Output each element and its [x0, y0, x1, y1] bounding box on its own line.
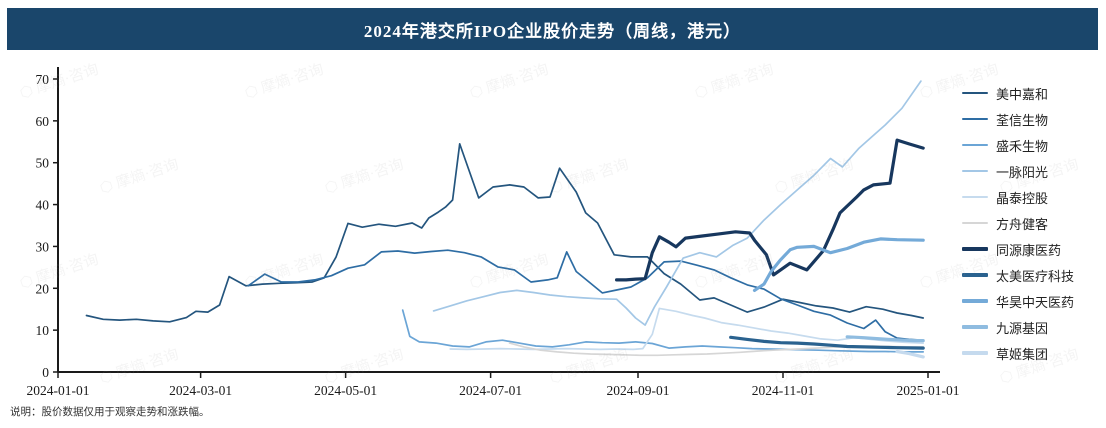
- legend-swatch-icon: [962, 117, 988, 121]
- y-tick-label: 20: [36, 281, 50, 296]
- series-line-一脉阳光: [432, 80, 922, 326]
- legend-swatch-icon: [962, 299, 988, 303]
- legend-swatch-icon: [962, 195, 988, 199]
- footnote: 说明：股价数据仅用于观察走势和涨跌幅。: [10, 407, 210, 418]
- chart-legend: 美中嘉和荃信生物盛禾生物一脉阳光晶泰控股方舟健客同源康医药太美医疗科技 华昊中天医…: [962, 80, 1102, 366]
- x-tick-label: 2024-05-01: [314, 383, 377, 398]
- legend-label: 美中嘉和: [996, 86, 1049, 102]
- legend-label: 荃信生物: [996, 112, 1049, 128]
- y-tick-label: 30: [36, 239, 50, 254]
- y-tick-label: 40: [36, 198, 50, 213]
- legend-label: 草姬集团: [996, 346, 1049, 362]
- legend-swatch-icon: [962, 273, 988, 277]
- legend-item-美中嘉和: 美中嘉和: [962, 80, 1102, 106]
- legend-label: 晶泰控股: [996, 190, 1049, 206]
- legend-item-九源基因: 九源基因: [962, 314, 1102, 340]
- price-line-chart: 0 10 20 30 40 50 60 70 2024-01-01 2024-03-01 2024-…: [27, 67, 960, 398]
- legend-swatch-icon: [962, 325, 988, 329]
- legend-label: 华昊中天医药: [996, 294, 1075, 310]
- legend-swatch-icon: [962, 247, 988, 251]
- x-tick-label: 2024-09-01: [607, 383, 670, 398]
- y-tick-label: 10: [36, 323, 50, 338]
- series-line-同源康医药: [614, 138, 925, 282]
- legend-item-太美医疗科技: 太美医疗科技: [962, 262, 1102, 288]
- legend-label: 太美医疗科技: [996, 268, 1075, 284]
- legend-label: 一脉阳光: [996, 164, 1049, 180]
- legend-label: 盛禾生物: [996, 138, 1049, 154]
- y-tick-label: 70: [36, 72, 50, 87]
- legend-item-荃信生物: 荃信生物: [962, 106, 1102, 132]
- legend-item-同源康医药: 同源康医药: [962, 236, 1102, 262]
- x-tick-label: 2025-01-01: [897, 383, 960, 398]
- legend-swatch-icon: [962, 221, 988, 225]
- legend-item-草姬集团: 草姬集团: [962, 340, 1102, 366]
- series-line-美中嘉和: [85, 143, 925, 323]
- legend-item-方舟健客: 方舟健客: [962, 210, 1102, 236]
- legend-swatch-icon: [962, 143, 988, 147]
- series-line-太美医疗科技: [729, 335, 925, 350]
- x-tick-label: 2024-11-01: [752, 383, 815, 398]
- legend-swatch-icon: [962, 91, 988, 95]
- x-tick-label: 2024-03-01: [169, 383, 232, 398]
- legend-item-一脉阳光: 一脉阳光: [962, 158, 1102, 184]
- legend-swatch-icon: [962, 351, 988, 355]
- y-tick-label: 50: [36, 156, 50, 171]
- series-line-盛禾生物: [401, 309, 925, 353]
- x-tick-label: 2024-01-01: [27, 383, 90, 398]
- legend-label: 同源康医药: [996, 242, 1062, 258]
- legend-item-晶泰控股: 晶泰控股: [962, 184, 1102, 210]
- x-tick-label: 2024-07-01: [459, 383, 522, 398]
- legend-item-盛禾生物: 盛禾生物: [962, 132, 1102, 158]
- series-line-草姬集团: [895, 349, 925, 359]
- legend-label: 九源基因: [996, 320, 1049, 336]
- legend-item-华昊中天医药: 华昊中天医药: [962, 288, 1102, 314]
- y-tick-label: 0: [42, 365, 49, 380]
- series-line-华昊中天医药: [752, 237, 925, 292]
- chart-title: 2024年港交所IPO企业股价走势（周线，港元）: [7, 8, 1098, 50]
- series-line-九源基因: [845, 335, 925, 343]
- legend-label: 方舟健客: [996, 216, 1049, 232]
- series-line-荃信生物: [247, 249, 925, 342]
- y-tick-label: 60: [36, 114, 50, 129]
- legend-swatch-icon: [962, 169, 988, 173]
